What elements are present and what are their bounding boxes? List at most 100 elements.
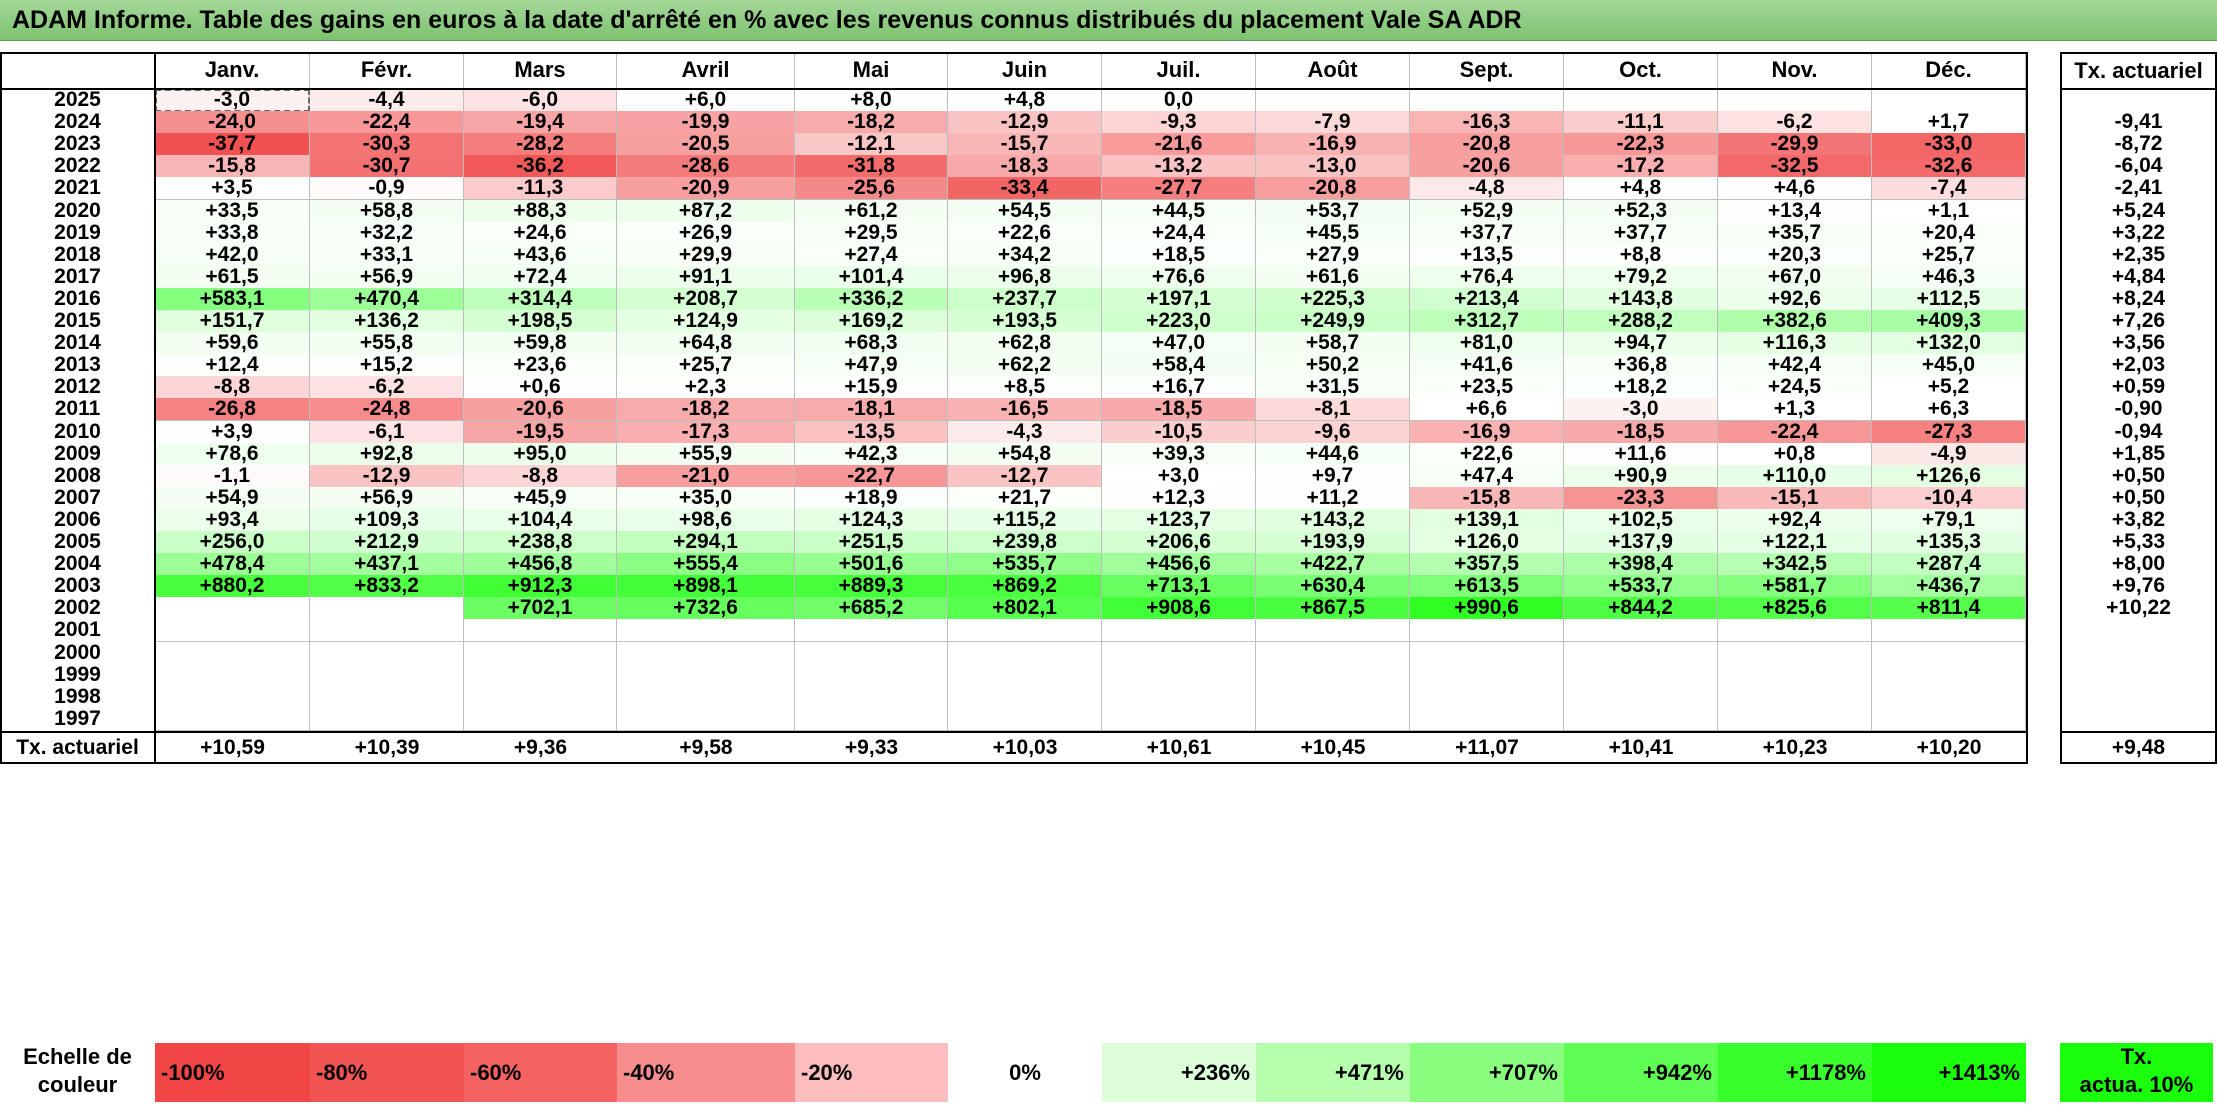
year-label: 1998 [54,685,101,708]
table-cell: +20,3 [1718,243,1872,267]
table-cell: +3,9 [155,420,310,444]
table-cell: -12,7 [948,464,1102,488]
month-header: Déc. [1872,52,2026,89]
table-cell: +29,5 [795,221,948,245]
table-cell: +42,0 [155,243,310,267]
table-cell [1718,641,1872,665]
table-cell: +898,1 [617,575,795,599]
totals-cell: +10,03 [992,735,1058,759]
corner-cell [2,54,153,87]
month-header: Sept. [1410,52,1564,89]
table-cell: -16,3 [1410,111,1564,135]
table-cell [1102,707,1256,731]
table-cell: +18,5 [1102,243,1256,267]
table-cell [1256,619,1410,643]
table-cell: +47,4 [1410,464,1564,488]
table-cell: +478,4 [155,553,310,577]
table-cell: +237,7 [948,287,1102,311]
table-cell: +844,2 [1564,597,1718,621]
table-cell: +32,2 [310,221,464,245]
table-cell [617,663,795,687]
table-cell: -7,4 [1872,177,2026,201]
table-cell [1718,89,1872,113]
table-cell: -4,8 [1410,177,1564,201]
rate-cell [2060,619,2217,641]
table-cell: -15,1 [1718,486,1872,510]
table-cell: -6,2 [310,376,464,400]
year-label: 1999 [54,663,101,686]
month-header: Juin [948,52,1102,89]
table-cell: +37,7 [1410,221,1564,245]
table-cell: -32,5 [1718,155,1872,179]
table-cell: +357,5 [1410,553,1564,577]
report-title: ADAM Informe. Table des gains en euros à… [0,0,2217,41]
table-cell: +409,3 [1872,310,2026,334]
table-cell: +34,2 [948,243,1102,267]
totals-cell: +10,45 [1300,735,1366,759]
table-cell: +29,9 [617,243,795,267]
table-cell: -20,9 [617,177,795,201]
table-cell: +713,1 [1102,575,1256,599]
rate-cell: +2,03 [2111,354,2166,377]
table-cell: +193,5 [948,310,1102,334]
table-cell: +208,7 [617,287,795,311]
table-cell: +811,4 [1872,597,2026,621]
table-cell: +81,0 [1410,332,1564,356]
table-cell [155,619,310,643]
table-cell: -6,1 [310,420,464,444]
table-cell: -16,9 [1410,420,1564,444]
table-cell: +20,4 [1872,221,2026,245]
rate-cell: +8,00 [2111,553,2166,576]
table-cell: +36,8 [1564,354,1718,378]
table-cell: +18,2 [1564,376,1718,400]
table-cell: -8,8 [155,376,310,400]
table-cell: +197,1 [1102,287,1256,311]
table-cell: +3,0 [1102,464,1256,488]
table-cell: +555,4 [617,553,795,577]
rate-cell [2060,686,2217,708]
table-cell [155,641,310,665]
header-divider [0,88,2028,90]
table-cell: +256,0 [155,531,310,555]
table-cell: +79,2 [1564,265,1718,289]
scale-label-line2: couleur [37,1072,118,1097]
table-cell [1872,641,2026,665]
table-cell: -11,3 [464,177,617,201]
year-label: 2003 [54,575,101,598]
year-label: 2002 [54,597,101,620]
year-label: 2017 [54,265,101,288]
table-cell: +115,2 [948,508,1102,532]
table-cell: -11,1 [1564,111,1718,135]
table-cell: -18,2 [795,111,948,135]
rate-cell: -0,94 [2114,420,2163,443]
table-cell: +6,0 [617,89,795,113]
table-cell: +47,9 [795,354,948,378]
table-cell: +72,4 [464,265,617,289]
rate-totals-divider [2060,730,2217,733]
totals-cell: +9,58 [679,735,733,759]
table-cell: +732,6 [617,597,795,621]
table-cell: -3,0 [1564,398,1718,422]
table-cell: +869,2 [948,575,1102,599]
table-cell: +90,9 [1564,464,1718,488]
rate-cell: +3,82 [2111,508,2166,531]
table-cell: +126,6 [1872,464,2026,488]
table-cell: -18,5 [1102,398,1256,422]
table-cell: +104,4 [464,508,617,532]
year-label: 1997 [54,707,101,730]
table-cell: +37,7 [1564,221,1718,245]
table-cell: +43,6 [464,243,617,267]
year-label: 2009 [54,442,101,465]
totals-rate: +9,48 [2111,735,2166,759]
table-cell: +54,8 [948,442,1102,466]
table-cell: +702,1 [464,597,617,621]
table-cell: +27,4 [795,243,948,267]
table-cell: +249,9 [1256,310,1410,334]
year-label: 2013 [54,354,101,377]
table-cell: -8,8 [464,464,617,488]
table-cell: +212,9 [310,531,464,555]
table-cell: +1,1 [1872,199,2026,223]
table-cell [310,641,464,665]
table-cell: +58,8 [310,199,464,223]
table-cell: +630,4 [1256,575,1410,599]
